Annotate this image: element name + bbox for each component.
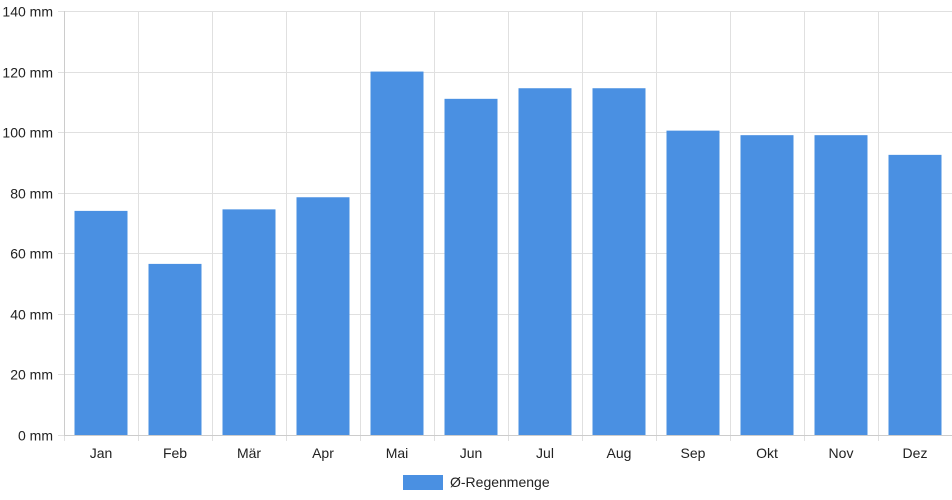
x-tick-label: Dez [903, 445, 928, 461]
x-axis-labels: Jan Feb Mär Apr Mai Jun Jul Aug Sep Okt Nov Dez [90, 445, 928, 461]
y-tick-label: 140 mm [2, 4, 53, 20]
bar-mai[interactable] [370, 71, 424, 435]
x-tick-label: Feb [163, 445, 187, 461]
bar-aug[interactable] [592, 88, 646, 435]
y-tick-label: 60 mm [10, 246, 53, 262]
legend-label: Ø-Regenmenge [450, 474, 550, 490]
y-tick-label: 40 mm [10, 307, 53, 323]
x-tick-label: Sep [681, 445, 706, 461]
x-tick-label: Apr [312, 445, 334, 461]
legend[interactable]: Ø-Regenmenge [403, 474, 550, 490]
x-tick-label: Okt [756, 445, 778, 461]
x-tick-label: Nov [829, 445, 854, 461]
y-tick-label: 20 mm [10, 367, 53, 383]
bar-jun[interactable] [444, 98, 498, 435]
legend-swatch [403, 475, 443, 490]
y-tick-label: 0 mm [18, 428, 53, 444]
bars [74, 71, 942, 436]
bar-sep[interactable] [666, 130, 720, 435]
bar-mär[interactable] [222, 209, 276, 435]
x-tick-label: Jan [90, 445, 113, 461]
bar-jul[interactable] [518, 88, 572, 435]
grid [58, 11, 952, 441]
y-tick-label: 100 mm [2, 125, 53, 141]
bar-dez[interactable] [888, 154, 942, 436]
bar-okt[interactable] [740, 135, 794, 436]
x-tick-label: Mai [386, 445, 409, 461]
bar-nov[interactable] [814, 135, 868, 436]
bar-jan[interactable] [74, 210, 128, 435]
x-tick-label: Jul [536, 445, 554, 461]
y-tick-label: 80 mm [10, 186, 53, 202]
bar-feb[interactable] [148, 263, 202, 435]
y-axis-labels: 0 mm 20 mm 40 mm 60 mm 80 mm 100 mm 120 mm 140 … [2, 4, 53, 444]
axes [64, 11, 952, 436]
y-tick-label: 120 mm [2, 65, 53, 81]
x-tick-label: Aug [607, 445, 632, 461]
x-tick-label: Mär [237, 445, 261, 461]
x-tick-label: Jun [460, 445, 483, 461]
bar-apr[interactable] [296, 197, 350, 435]
